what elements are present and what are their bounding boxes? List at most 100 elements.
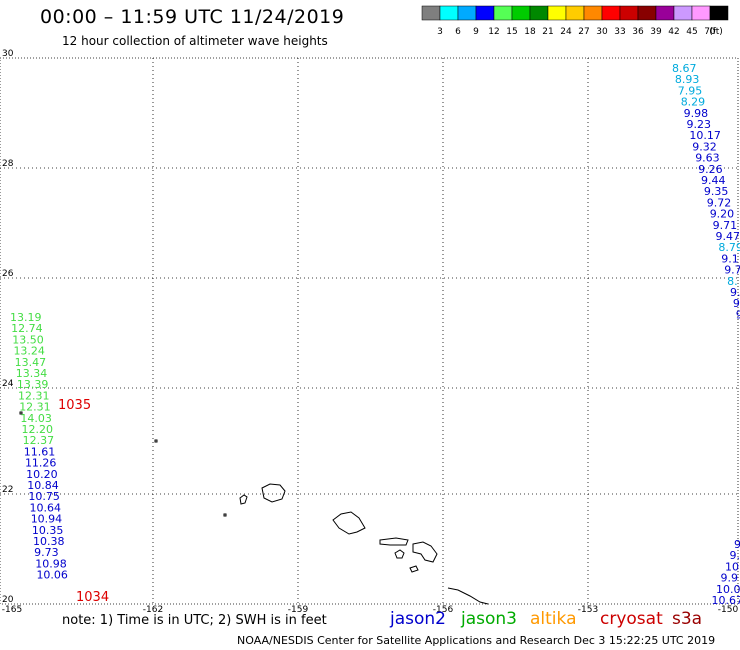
- wave-height-label: 10.35: [32, 524, 63, 537]
- right-track-observations: 8.678.937.958.299.989.2310.179.329.639.2…: [672, 62, 740, 321]
- wave-height-label: 14.03: [20, 412, 51, 425]
- map-tick-labels: -165 -162 -159 -156 -153 -150 30 28 26 24 22 20: [2, 49, 739, 615]
- colorbar-label: 3: [437, 27, 443, 37]
- wave-height-label: 10.: [725, 560, 740, 573]
- wave-height-label: 13.39: [17, 378, 49, 391]
- island-oahu: [332, 511, 366, 535]
- latitude-tick-label: 22: [2, 485, 13, 495]
- colorbar-label: 24: [560, 27, 572, 37]
- island-maui: [412, 541, 438, 563]
- colorbar-label: 21: [542, 27, 553, 37]
- wave-height-label: 12.20: [22, 423, 54, 436]
- wave-height-label: 10.84: [27, 479, 59, 492]
- wave-height-label: 13.34: [16, 367, 48, 380]
- wave-height-label: 10.38: [33, 535, 65, 548]
- latitude-tick-label: 28: [2, 159, 14, 169]
- wave-height-label: 8.: [727, 275, 738, 288]
- wave-height-label: 10.98: [35, 557, 67, 570]
- island-hawaii: [447, 587, 489, 605]
- wave-height-label: 9.73: [34, 546, 59, 559]
- wave-height-label: 9.26: [698, 163, 723, 176]
- colorbar-label: (ft): [709, 27, 723, 37]
- island-nihoa: [154, 439, 158, 443]
- longitude-tick-label: -162: [143, 605, 163, 615]
- mission-s3a: s3a: [672, 609, 703, 629]
- wave-height-label: 9.35: [704, 185, 729, 198]
- buoy-reading-1035: 1035: [58, 398, 91, 413]
- mission-jason2: jason2: [390, 609, 446, 629]
- longitude-tick-label: -150: [718, 605, 739, 615]
- wave-height-label: 12.37: [23, 434, 55, 447]
- colorbar-label: 30: [596, 27, 608, 37]
- wave-height-label: 9.47: [716, 230, 740, 243]
- wave-height-label: 10.0: [716, 583, 740, 596]
- wave-height-label: 12.74: [11, 322, 43, 335]
- wave-height-label: 8.67: [672, 62, 697, 75]
- wave-height-label: 13.50: [12, 333, 44, 346]
- colorbar-label: 33: [614, 27, 625, 37]
- left-track-observations: 13.1912.7413.5013.2413.4713.3413.3912.31…: [10, 311, 68, 582]
- wave-height-label: 9.32: [692, 140, 717, 153]
- latitude-tick-label: 20: [2, 595, 14, 605]
- colorbar-swatch: [709, 5, 729, 21]
- wave-height-label: 9: [736, 308, 740, 321]
- island-lanai: [394, 549, 405, 559]
- wave-height-label: 9.1: [721, 252, 739, 265]
- colorbar-label: 42: [668, 27, 679, 37]
- colorbar-label: 45: [686, 27, 697, 37]
- wave-height-label: 13.24: [13, 345, 45, 358]
- buoy-reading-1034: 1034: [76, 590, 109, 605]
- wave-height-label: 9.: [730, 549, 740, 562]
- island-kahoolawe: [409, 565, 419, 573]
- wave-height-label: 10.20: [26, 468, 57, 481]
- wave-height-label: 8.93: [675, 73, 700, 86]
- wave-height-label: 9.98: [684, 107, 709, 120]
- colorbar-label: 18: [524, 27, 536, 37]
- wave-height-label: 10.67: [712, 594, 740, 607]
- map-frame: [0, 57, 739, 605]
- wave-height-label: 11.61: [24, 445, 56, 458]
- island-necker: [19, 411, 23, 415]
- longitude-tick-label: -156: [433, 605, 454, 615]
- longitude-tick-label: -159: [288, 605, 309, 615]
- wave-height-label: 7.95: [678, 84, 703, 97]
- footer-note: note: 1) Time is in UTC; 2) SWH is in fe…: [62, 613, 327, 628]
- island-kaula: [223, 513, 227, 517]
- colorbar-label: 12: [488, 27, 499, 37]
- wave-height-label: 9.20: [710, 208, 735, 221]
- colorbar-label: 27: [578, 27, 589, 37]
- colorbar-label: 70: [704, 27, 716, 37]
- colorbar-label: 36: [632, 27, 644, 37]
- chart-subtitle: 12 hour collection of altimeter wave hei…: [62, 34, 328, 48]
- wave-height-label: 9: [734, 538, 740, 551]
- mission-cryosat: cryosat: [600, 609, 663, 629]
- colorbar-label: 15: [506, 27, 517, 37]
- wave-height-label: 9.63: [695, 152, 720, 165]
- chart-title: 00:00 – 11:59 UTC 11/24/2019: [40, 6, 345, 28]
- wave-height-label: 9.: [730, 286, 740, 299]
- wave-height-label: 9.44: [701, 174, 726, 187]
- latitude-tick-label: 26: [2, 269, 14, 279]
- hawaii-islands: [19, 411, 489, 605]
- island-niihau: [239, 494, 248, 505]
- wave-height-label: 10.17: [689, 129, 721, 142]
- footer-credit: NOAA/NESDIS Center for Satellite Applica…: [237, 634, 716, 647]
- wave-height-label: 10.06: [36, 569, 67, 582]
- wave-height-label: 10.64: [30, 501, 62, 514]
- mission-altika: altika: [530, 609, 577, 629]
- colorbar-label: 6: [455, 27, 461, 37]
- wave-height-label: 13.47: [15, 356, 46, 369]
- colorbar-label: 9: [473, 27, 479, 37]
- mission-jason3: jason3: [461, 609, 517, 629]
- wave-height-label: 12.31: [19, 401, 51, 414]
- wave-height-label: 9.72: [707, 196, 732, 209]
- map-gridlines: [0, 58, 738, 604]
- longitude-tick-label: -153: [578, 605, 598, 615]
- wave-height-label: 13.19: [10, 311, 42, 324]
- wave-height-label: 9: [733, 297, 740, 310]
- island-kauai: [261, 483, 286, 503]
- wave-height-label: 9.9: [721, 572, 739, 585]
- wave-height-label: 12.31: [18, 389, 50, 402]
- wave-height-label: 9.7: [724, 264, 740, 277]
